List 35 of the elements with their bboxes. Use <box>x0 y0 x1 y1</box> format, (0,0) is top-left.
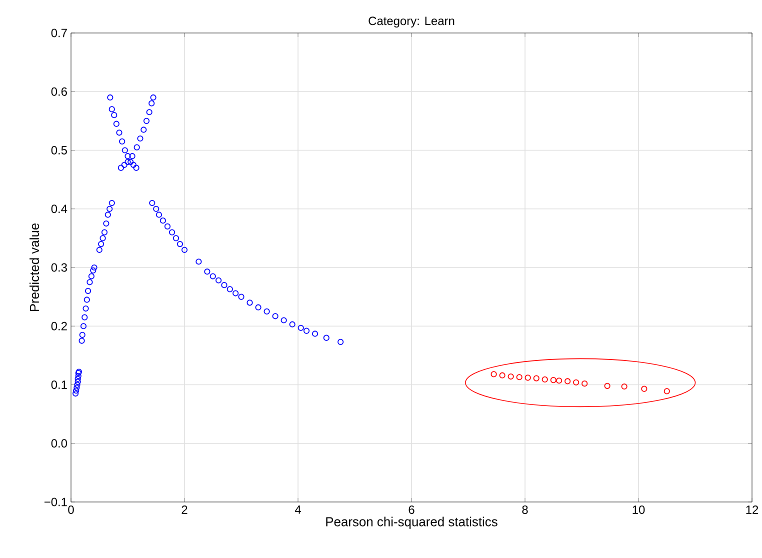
point <box>550 376 556 384</box>
y-tick-label: 0.7 <box>51 28 67 38</box>
point <box>524 374 531 381</box>
point <box>556 378 562 384</box>
point <box>664 388 670 394</box>
point <box>573 379 580 386</box>
y-tick-label: 0.1 <box>51 380 67 389</box>
point <box>508 373 514 380</box>
y-axis-title: Predicted value <box>30 223 40 312</box>
y-tick-label: 0.0 <box>51 439 68 448</box>
y-tick-label: −0.1 <box>44 498 67 506</box>
point <box>542 376 548 383</box>
chart-title: Category: Learn <box>368 16 454 28</box>
x-axis-title: Pearson chi-squared statistics <box>326 516 498 529</box>
x-tick-label: 10 <box>632 506 645 514</box>
y-tick-label: 0.5 <box>51 146 67 154</box>
point <box>490 371 497 378</box>
y-tick-label: 0.3 <box>51 263 67 272</box>
point <box>533 375 540 382</box>
point <box>582 380 588 387</box>
point <box>499 372 506 378</box>
x-tick-label: 6 <box>408 506 414 514</box>
point <box>564 378 571 384</box>
x-tick-label: 4 <box>294 506 301 514</box>
x-tick-label: 0 <box>68 506 74 514</box>
x-tick-label: 12 <box>746 506 758 514</box>
point <box>604 382 610 389</box>
y-tick-label: 0.6 <box>51 87 67 96</box>
x-tick-label: 8 <box>522 506 528 514</box>
y-tick-label: 0.4 <box>51 204 68 214</box>
point <box>621 383 628 390</box>
x-tick-label: 2 <box>182 506 188 514</box>
point <box>641 386 648 392</box>
point <box>516 374 522 380</box>
y-tick-label: 0.2 <box>51 322 67 330</box>
